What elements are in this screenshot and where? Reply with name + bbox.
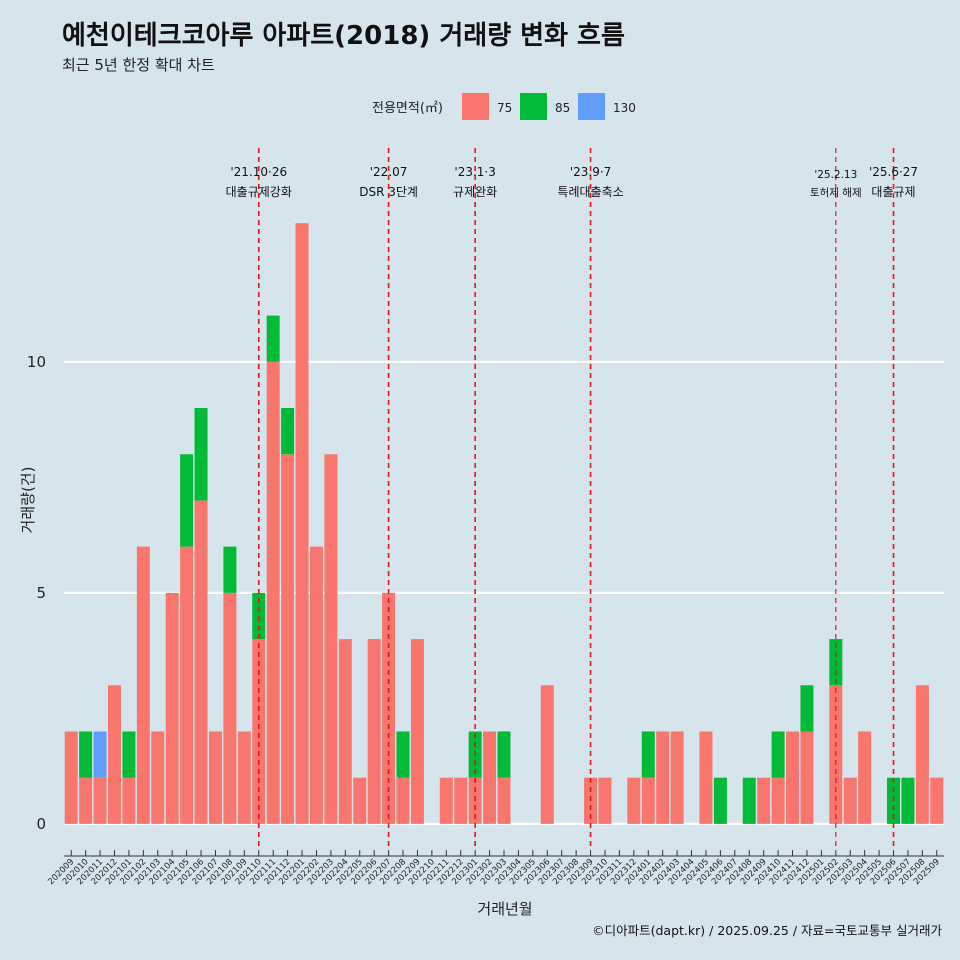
x-axis-title: 거래년월 [477,900,532,918]
event-label: 대출규제강화 [226,185,292,199]
bar-85-202108 [223,546,237,593]
legend: 전용면적(㎡) 75 85 130 [372,93,636,120]
bar-85-202507 [901,777,915,824]
bar-75-202212 [454,777,468,824]
bar-75-202209 [410,639,424,824]
bar-75-202107 [208,731,222,824]
bar-75-202306 [540,685,554,824]
legend-title: 전용면적(㎡) [372,101,443,116]
bar-75-202112 [281,454,295,824]
bar-85-202208 [396,731,410,778]
bar-85-202412 [800,685,814,732]
legend-label-75: 75 [497,101,512,115]
bar-75-202201 [295,223,309,824]
event-label: 규제완화 [453,185,497,199]
chart-subtitle: 최근 5년 한정 확대 차트 [62,56,215,74]
bar-75-202009 [64,731,78,824]
chart-title: 예천이테크코아루 아파트(2018) 거래량 변화 흐름 [62,21,625,51]
legend-key-75 [462,93,489,120]
bar-75-202208 [396,777,410,824]
bar-85-202112 [281,408,295,455]
bar-75-202106 [194,500,208,824]
event-label: 특례대출축소 [557,185,623,199]
bar-75-202503 [843,777,857,824]
bar-75-202203 [324,454,338,824]
event-date: '25.6·27 [869,165,918,179]
bar-130-202011 [93,731,107,778]
bar-75-202509 [930,777,944,824]
bar-75-202405 [699,731,713,824]
event-date: '23.9·7 [570,165,611,179]
bar-75-202103 [151,731,165,824]
bar-85-202110 [252,592,266,640]
legend-label-130: 130 [613,101,636,115]
x-axis: 2020092020102020112020122021012021022021… [46,850,944,887]
bar-75-202402 [656,731,670,824]
event-date: '23.1·3 [454,165,495,179]
bar-75-202111 [266,361,280,824]
y-tick-label: 5 [36,584,46,602]
event-date: '21.10·26 [230,165,287,179]
bar-75-202403 [670,731,684,824]
bar-85-202105 [180,454,194,547]
bar-75-202110 [252,639,266,824]
bar-85-202410 [771,731,785,778]
event-date: '25.2.13 [814,169,857,181]
bar-75-202206 [367,639,381,824]
bar-75-202108 [223,592,237,824]
bar-75-202410 [771,777,785,824]
bar-75-202409 [757,777,771,824]
bar-85-202010 [79,731,93,778]
caption: ©디아파트(dapt.kr) / 2025.09.25 / 자료=국토교통부 실… [592,923,942,938]
bar-75-202204 [338,639,352,824]
bar-75-202205 [353,777,367,824]
bar-75-202312 [627,777,641,824]
bar-75-202011 [93,777,107,824]
bar-85-202303 [497,731,511,778]
bar-75-202401 [641,777,655,824]
bar-75-202411 [786,731,800,824]
bar-75-202012 [108,685,121,824]
y-tick-label: 0 [36,815,46,833]
legend-label-85: 85 [555,101,570,115]
bar-75-202302 [483,731,497,824]
bar-75-202504 [858,731,872,824]
event-date: '22.07 [370,165,408,179]
bars [64,223,944,824]
legend-key-85 [520,93,547,120]
bar-75-202109 [237,731,251,824]
event-label: DSR 3단계 [359,185,418,199]
bar-85-202406 [713,777,727,824]
bar-75-202101 [122,777,136,824]
legend-key-130 [578,93,605,120]
annotations: '21.10·26 대출규제강화 '22.07 DSR 3단계 '23.1·3 규제완화 '… [226,148,918,850]
bar-85-202111 [266,315,280,362]
bar-75-202202 [309,546,323,824]
bar-75-202412 [800,731,814,824]
bar-75-202508 [915,685,929,824]
bar-85-202408 [742,777,756,824]
bar-75-202303 [497,777,511,824]
bar-75-202104 [165,592,179,824]
y-axis: 0 5 10 [27,353,46,833]
bar-75-202102 [136,546,150,824]
bar-75-202310 [598,777,612,824]
event-label: 토허제 해제 [810,186,862,199]
bar-85-202106 [194,408,208,501]
bar-85-202101 [122,731,136,778]
bar-75-202010 [79,777,93,824]
bar-85-202401 [641,731,655,778]
bar-75-202105 [180,546,194,824]
y-tick-label: 10 [27,353,46,371]
y-axis-title: 거래량(건) [19,467,37,534]
bar-75-202211 [439,777,453,824]
event-label: 대출규제 [871,185,915,199]
